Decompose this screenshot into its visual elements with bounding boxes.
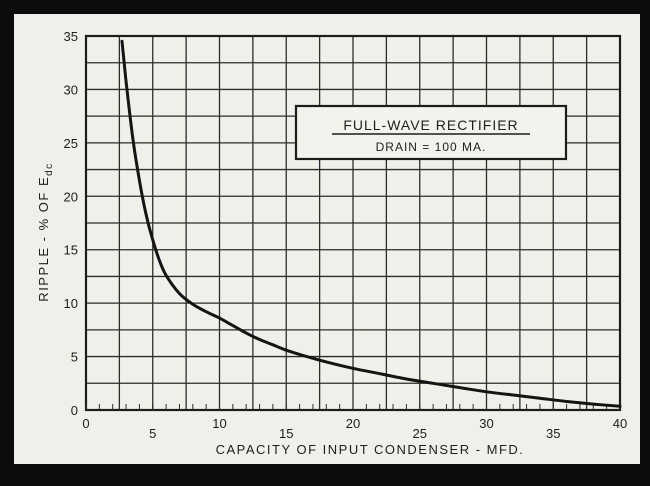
legend: FULL-WAVE RECTIFIER DRAIN = 100 MA.: [294, 104, 568, 161]
y-tick-label: 25: [64, 136, 78, 151]
tick-labels: 0 5 10 15 20 25 30 35 40 0 5 10 15 20 25 30 35: [64, 29, 628, 441]
x-tick-label: 40: [613, 416, 627, 431]
chart-title: FULL-WAVE RECTIFIER: [343, 117, 518, 133]
svg-text:RIPPLE - % OF Edc: RIPPLE - % OF Edc: [36, 162, 55, 301]
x-tick-label: 35: [546, 426, 560, 441]
x-tick-label: 25: [413, 426, 427, 441]
y-tick-label: 0: [71, 403, 78, 418]
y-tick-label: 15: [64, 243, 78, 258]
y-axis-label-subscript: dc: [44, 162, 55, 176]
x-axis-label: CAPACITY OF INPUT CONDENSER - MFD.: [216, 442, 525, 457]
y-tick-label: 10: [64, 296, 78, 311]
x-tick-label: 10: [212, 416, 226, 431]
y-tick-label: 20: [64, 189, 78, 204]
ripple-chart: 0 5 10 15 20 25 30 35 40 0 5 10 15 20 25 30 35 FULL-WAVE…: [36, 29, 628, 457]
y-tick-label: 35: [64, 29, 78, 44]
x-tick-label: 30: [479, 416, 493, 431]
figure-page: 0 5 10 15 20 25 30 35 40 0 5 10 15 20 25 30 35 FULL-WAVE…: [14, 14, 640, 464]
ripple-curve: [120, 39, 622, 408]
x-tick-label: 20: [346, 416, 360, 431]
legend-box: [294, 104, 568, 161]
x-tick-label: 0: [82, 416, 89, 431]
series-line: [120, 39, 622, 408]
grid: [84, 34, 622, 412]
y-tick-label: 30: [64, 82, 78, 97]
minor-ticks: [85, 404, 621, 410]
chart-subtitle: DRAIN = 100 MA.: [376, 140, 487, 154]
y-tick-label: 5: [71, 350, 78, 365]
y-axis-label: RIPPLE - % OF Edc: [36, 162, 55, 301]
x-tick-label: 15: [279, 426, 293, 441]
x-tick-label: 5: [149, 426, 156, 441]
y-axis-label-main: RIPPLE - % OF E: [36, 176, 51, 302]
